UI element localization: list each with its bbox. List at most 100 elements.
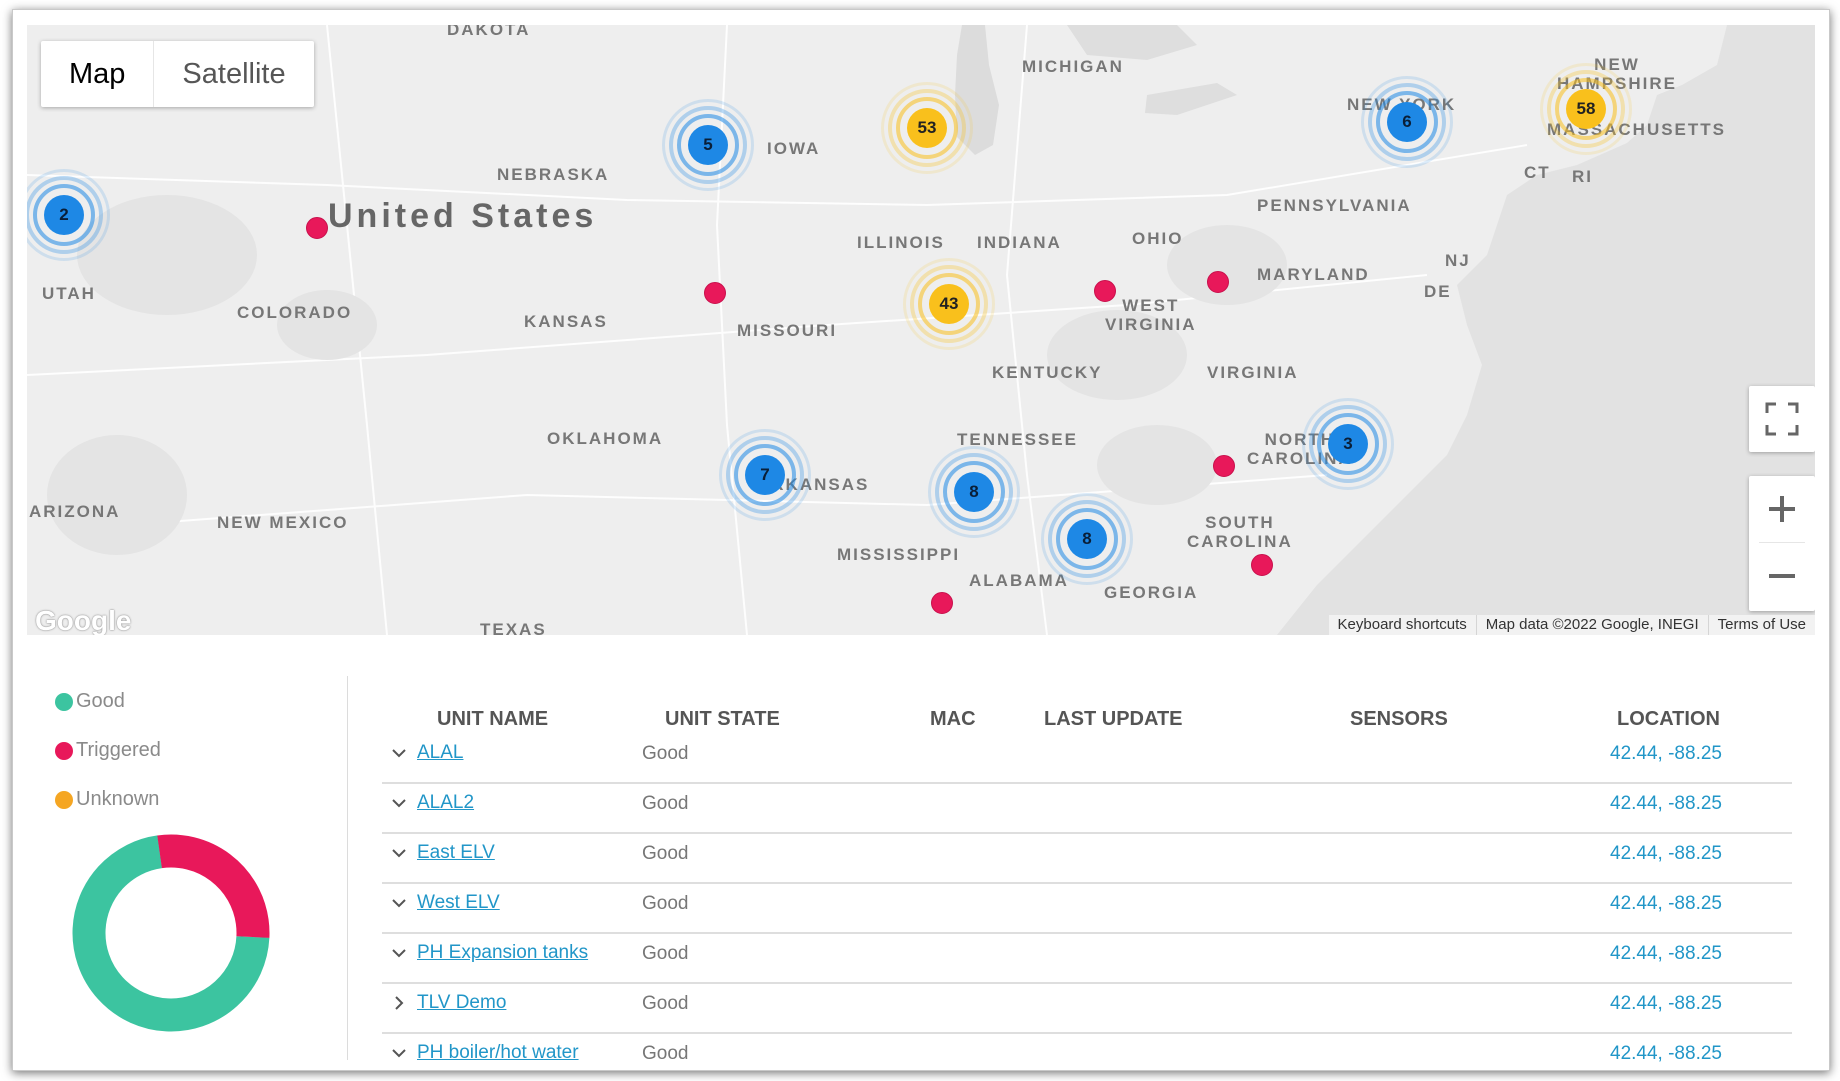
marker-cluster[interactable]: 53	[881, 82, 973, 174]
triggered-marker[interactable]	[704, 282, 726, 304]
state-label: NJ	[1445, 251, 1471, 270]
marker-cluster[interactable]: 8	[1041, 493, 1133, 585]
plus-icon	[1769, 496, 1795, 522]
location-link[interactable]: 42.44, -88.25	[1610, 1043, 1722, 1064]
unit-state: Good	[642, 793, 689, 814]
status-donut-chart	[72, 834, 270, 1032]
unit-name-link[interactable]: West ELV	[417, 892, 500, 913]
marker-cluster[interactable]: 2	[27, 169, 110, 261]
state-label: ALABAMA	[969, 571, 1069, 590]
marker-cluster[interactable]: 58	[1540, 63, 1632, 155]
fullscreen-button[interactable]	[1749, 386, 1815, 452]
location-link[interactable]: 42.44, -88.25	[1610, 743, 1722, 764]
location-link[interactable]: 42.44, -88.25	[1610, 993, 1722, 1014]
map-view[interactable]: United States DAKOTA MICHIGAN NEW HAMPSHIR…	[27, 25, 1815, 635]
unit-name-link[interactable]: ALAL2	[417, 792, 475, 813]
cluster-count: 5	[688, 125, 728, 165]
col-last-update[interactable]: LAST UPDATE	[1044, 708, 1183, 730]
table-row[interactable]: PH boiler/hot water Good 42.44, -88.25	[382, 1034, 1792, 1070]
marker-cluster[interactable]: 8	[928, 446, 1020, 538]
legend-item-triggered: Triggered	[55, 726, 161, 775]
col-mac[interactable]: MAC	[930, 708, 976, 730]
state-label: DAKOTA	[447, 25, 531, 39]
state-label: INDIANA	[977, 233, 1062, 252]
marker-cluster[interactable]: 3	[1302, 398, 1394, 490]
state-label: TENNESSEE	[957, 430, 1078, 449]
triggered-marker[interactable]	[1213, 455, 1235, 477]
triggered-marker[interactable]	[306, 217, 328, 239]
zoom-out-button[interactable]	[1749, 543, 1815, 609]
unit-name-link[interactable]: TLV Demo	[417, 992, 507, 1013]
legend-item-unknown: Unknown	[55, 775, 161, 824]
chevron-down-icon[interactable]	[390, 944, 410, 964]
cluster-count: 58	[1566, 89, 1606, 129]
triggered-marker[interactable]	[931, 592, 953, 614]
table-row[interactable]: East ELV Good 42.44, -88.25	[382, 834, 1792, 884]
triggered-swatch	[55, 741, 73, 760]
location-link[interactable]: 42.44, -88.25	[1610, 943, 1722, 964]
cluster-count: 6	[1387, 102, 1427, 142]
state-label: VIRGINIA	[1207, 363, 1299, 382]
map-attribution: Keyboard shortcuts Map data ©2022 Google…	[1328, 615, 1815, 635]
good-swatch	[55, 692, 73, 711]
keyboard-shortcuts-link[interactable]: Keyboard shortcuts	[1337, 616, 1467, 633]
chevron-down-icon[interactable]	[390, 894, 410, 914]
map-type-control: Map Satellite	[41, 41, 314, 107]
table-row[interactable]: West ELV Good 42.44, -88.25	[382, 884, 1792, 934]
chevron-right-icon[interactable]	[390, 994, 410, 1014]
zoom-in-button[interactable]	[1749, 476, 1815, 542]
units-table: UNIT NAME UNIT STATE MAC LAST UPDATE SEN…	[382, 700, 1792, 1070]
unit-state: Good	[642, 943, 689, 964]
chevron-down-icon[interactable]	[390, 744, 410, 764]
triggered-marker[interactable]	[1207, 271, 1229, 293]
state-label: KENTUCKY	[992, 363, 1103, 382]
table-row[interactable]: ALAL Good 42.44, -88.25	[382, 734, 1792, 784]
state-label: MARYLAND	[1257, 265, 1370, 284]
chevron-down-icon[interactable]	[390, 794, 410, 814]
triggered-marker[interactable]	[1251, 554, 1273, 576]
terms-of-use-link[interactable]: Terms of Use	[1707, 615, 1815, 635]
unit-state: Good	[642, 1043, 689, 1064]
marker-cluster[interactable]: 6	[1361, 76, 1453, 168]
marker-cluster[interactable]: 43	[903, 258, 995, 350]
state-label: TEXAS	[480, 620, 547, 635]
state-label: ILLINOIS	[857, 233, 945, 252]
chevron-down-icon[interactable]	[390, 1044, 410, 1064]
unit-name-link[interactable]: PH boiler/hot water	[417, 1042, 579, 1063]
map-type-satellite-button[interactable]: Satellite	[182, 57, 286, 90]
location-link[interactable]: 42.44, -88.25	[1610, 843, 1722, 864]
col-unit-name[interactable]: UNIT NAME	[437, 708, 549, 730]
col-unit-state[interactable]: UNIT STATE	[665, 708, 780, 730]
cluster-count: 8	[1067, 519, 1107, 559]
unit-name-link[interactable]: ALAL	[417, 742, 464, 763]
col-location[interactable]: LOCATION	[1617, 708, 1720, 730]
minus-icon	[1769, 574, 1795, 578]
map-type-map-button[interactable]: Map	[41, 41, 155, 107]
state-label: MICHIGAN	[1022, 57, 1124, 76]
cluster-count: 8	[954, 472, 994, 512]
chevron-down-icon[interactable]	[390, 844, 410, 864]
table-body: ALAL Good 42.44, -88.25 ALAL2 Good 42.44, -88…	[382, 734, 1792, 1070]
state-label: DE	[1424, 282, 1452, 301]
unit-name-link[interactable]: East ELV	[417, 842, 495, 863]
table-row[interactable]: TLV Demo Good 42.44, -88.25	[382, 984, 1792, 1034]
col-sensors[interactable]: SENSORS	[1350, 708, 1448, 730]
unit-name-link[interactable]: PH Expansion tanks	[417, 942, 589, 963]
state-label: RI	[1572, 167, 1593, 186]
table-row[interactable]: ALAL2 Good 42.44, -88.25	[382, 784, 1792, 834]
cluster-count: 7	[745, 455, 785, 495]
cluster-count: 53	[907, 108, 947, 148]
unknown-swatch	[55, 790, 73, 809]
state-label: MISSISSIPPI	[837, 545, 961, 564]
state-label: KANSAS	[524, 312, 608, 331]
table-row[interactable]: PH Expansion tanks Good 42.44, -88.25	[382, 934, 1792, 984]
state-label: OKLAHOMA	[547, 429, 664, 448]
map-data-text: Map data ©2022 Google, INEGI	[1475, 615, 1708, 635]
state-label: UTAH	[42, 284, 96, 303]
location-link[interactable]: 42.44, -88.25	[1610, 893, 1722, 914]
location-link[interactable]: 42.44, -88.25	[1610, 793, 1722, 814]
marker-cluster[interactable]: 7	[719, 429, 811, 521]
triggered-marker[interactable]	[1094, 280, 1116, 302]
marker-cluster[interactable]: 5	[662, 99, 754, 191]
state-label: NEW MEXICO	[217, 513, 349, 532]
